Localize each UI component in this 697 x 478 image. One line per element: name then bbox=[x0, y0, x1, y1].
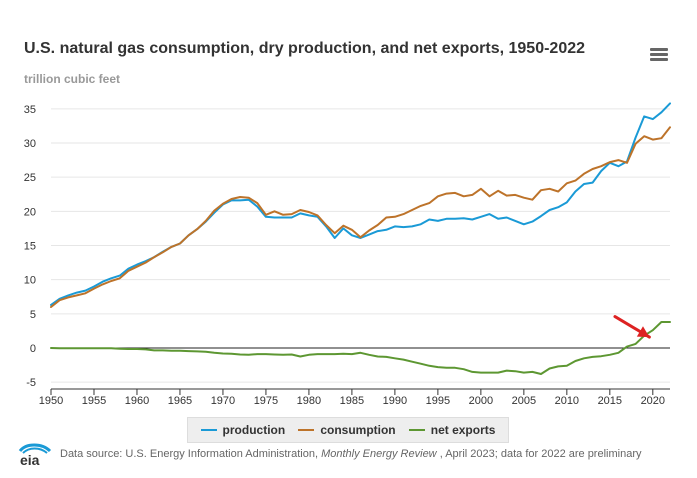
y-tick-label: 30 bbox=[24, 138, 36, 150]
menu-bar bbox=[650, 58, 668, 61]
x-tick-label: 1960 bbox=[125, 395, 149, 407]
y-tick-label: 15 bbox=[24, 241, 36, 253]
x-tick-label: 1965 bbox=[168, 395, 192, 407]
y-tick-label: 20 bbox=[24, 206, 36, 218]
y-tick-label: 5 bbox=[30, 309, 36, 321]
legend-label-consumption: consumption bbox=[320, 423, 396, 437]
x-tick-label: 2010 bbox=[555, 395, 579, 407]
x-tick-label: 2015 bbox=[598, 395, 622, 407]
eia-logo-text: eia bbox=[20, 452, 40, 466]
x-tick-label: 1950 bbox=[39, 395, 63, 407]
x-tick-label: 1995 bbox=[426, 395, 450, 407]
series-line-net-exports bbox=[50, 321, 671, 375]
legend-swatch-consumption bbox=[298, 429, 315, 431]
chart-title: U.S. natural gas consumption, dry produc… bbox=[24, 40, 586, 57]
series-line-production bbox=[50, 102, 671, 306]
data-source-note: Data source: U.S. Energy Information Adm… bbox=[60, 448, 641, 460]
legend-label-production: production bbox=[222, 423, 286, 437]
y-tick-label: 0 bbox=[30, 343, 36, 355]
legend-item-consumption[interactable]: consumption bbox=[298, 423, 396, 437]
y-tick-label: 35 bbox=[24, 104, 36, 116]
y-tick-label: 25 bbox=[24, 172, 36, 184]
source-publication[interactable]: Monthly Energy Review bbox=[321, 448, 437, 460]
x-tick-label: 1990 bbox=[383, 395, 407, 407]
source-prefix: Data source: U.S. Energy Information Adm… bbox=[60, 448, 319, 460]
x-tick-label: 1955 bbox=[82, 395, 106, 407]
legend-swatch-production bbox=[200, 429, 217, 431]
chart-subtitle: trillion cubic feet bbox=[24, 72, 121, 86]
menu-bar bbox=[650, 48, 668, 51]
x-tick-label: 2005 bbox=[512, 395, 536, 407]
x-tick-label: 1975 bbox=[254, 395, 278, 407]
legend-swatch-net-exports bbox=[408, 429, 425, 431]
legend-item-net-exports[interactable]: net exports bbox=[408, 423, 496, 437]
footer: eia Data source: U.S. Energy Information… bbox=[18, 441, 641, 467]
annotation-arrow-head bbox=[636, 326, 650, 338]
series-line-consumption bbox=[50, 126, 671, 308]
hamburger-menu-icon[interactable] bbox=[650, 48, 668, 62]
x-tick-label: 1985 bbox=[340, 395, 364, 407]
chart-legend: production consumption net exports bbox=[187, 417, 509, 443]
x-tick-label: 2020 bbox=[641, 395, 665, 407]
y-tick-label: -5 bbox=[26, 377, 36, 389]
x-tick-label: 2000 bbox=[469, 395, 493, 407]
source-suffix: , April 2023; data for 2022 are prelimin… bbox=[439, 448, 642, 460]
legend-item-production[interactable]: production bbox=[200, 423, 286, 437]
y-tick-label: 10 bbox=[24, 275, 36, 287]
eia-logo: eia bbox=[18, 442, 52, 466]
x-tick-label: 1980 bbox=[297, 395, 321, 407]
x-tick-label: 1970 bbox=[211, 395, 235, 407]
eia-logo-icon: eia bbox=[18, 443, 52, 466]
legend-label-net-exports: net exports bbox=[430, 423, 496, 437]
menu-bar bbox=[650, 53, 668, 56]
